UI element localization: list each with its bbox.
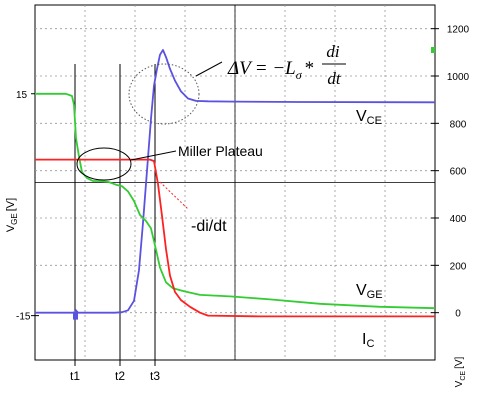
right-tick-label: 200	[450, 261, 467, 272]
svg-text:ΔV= −Lσ*: ΔV = −Lσ *	[227, 58, 314, 82]
channel-marker	[431, 46, 435, 53]
overshoot-leader-line	[195, 61, 223, 77]
series-label-ic: IC	[362, 331, 374, 350]
right-tick-label: 800	[450, 119, 467, 130]
right-axis: 0 200 400 600 800 1000 1200	[431, 25, 470, 320]
series-label-vce: VCE	[356, 108, 382, 127]
left-tick-label: -15	[16, 312, 31, 323]
right-tick-label: 400	[450, 214, 467, 225]
overshoot-ellipse	[128, 63, 200, 125]
miller-plateau-label: Miller Plateau	[178, 143, 263, 159]
trigger-marker	[73, 311, 78, 320]
series-label-vge: VGE	[356, 282, 383, 301]
right-tick-label: 600	[450, 167, 467, 178]
time-marker-label: t3	[150, 369, 160, 383]
time-marker-label: t2	[115, 369, 125, 383]
series-line-1	[35, 92, 435, 310]
grid	[35, 5, 435, 360]
didt-leader-line	[159, 181, 189, 210]
series-group	[35, 46, 435, 320]
svg-text:di: di	[326, 42, 340, 61]
svg-text:dt: dt	[327, 69, 342, 88]
right-tick-label: 1000	[447, 72, 470, 83]
miller-ellipse	[76, 147, 132, 181]
overshoot-equation: ΔV = −Lσ * di dt	[227, 42, 346, 88]
left-tick-label: 15	[16, 90, 28, 101]
right-axis-label: VCE[V]	[454, 356, 467, 387]
left-axis-label: VGE[V]	[5, 198, 19, 232]
time-marker-label: t1	[70, 369, 80, 383]
miller-leader-line	[130, 150, 177, 161]
series-line-0	[35, 49, 435, 314]
right-tick-label: 0	[455, 309, 461, 320]
didt-label: -di/dt	[191, 218, 227, 235]
series-line-2	[35, 158, 435, 318]
right-tick-label: 1200	[447, 25, 470, 36]
